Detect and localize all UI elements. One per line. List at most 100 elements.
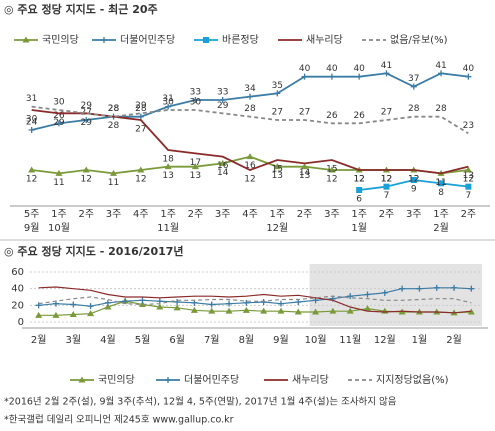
point xyxy=(301,73,308,80)
chart-title: ◎ 주요 정당 지지도 - 2016/2017년 xyxy=(4,244,184,258)
legend-label: 바른정당 xyxy=(222,34,259,46)
x-tick-label: 3주 xyxy=(106,209,122,220)
legend-label: 국민의당 xyxy=(42,34,79,46)
point xyxy=(410,177,417,183)
data-label: 28 xyxy=(435,104,447,114)
point xyxy=(246,153,254,160)
legend-marker xyxy=(165,377,171,383)
legend-label: 새누리당 xyxy=(292,374,329,386)
point xyxy=(243,299,250,306)
x-group-label: 9월 xyxy=(24,222,40,234)
point xyxy=(110,169,118,176)
point xyxy=(301,163,309,170)
point xyxy=(192,97,199,103)
point xyxy=(383,70,390,77)
legend-label: 새누리당 xyxy=(306,34,343,46)
data-label: 7 xyxy=(465,191,471,201)
x-tick-label: 4주 xyxy=(133,209,149,220)
highlight-region xyxy=(309,264,482,326)
data-label: 34 xyxy=(244,84,256,94)
data-label: 17 xyxy=(190,158,201,168)
point xyxy=(137,166,145,173)
legend-label: 지지정당없음(%) xyxy=(376,373,449,386)
legend-label: 국민의당 xyxy=(98,374,135,386)
data-label: 33 xyxy=(190,88,201,98)
point xyxy=(277,307,285,314)
data-label: 30 xyxy=(26,115,38,125)
x-tick-label: 9월 xyxy=(273,334,289,346)
x-tick-label: 3주 xyxy=(406,209,422,220)
x-tick-label: 1주 xyxy=(351,209,367,220)
point xyxy=(242,306,250,313)
data-label: 28 xyxy=(135,104,147,114)
x-tick-label: 3주 xyxy=(324,209,340,220)
data-label: 40 xyxy=(299,64,311,74)
data-label: 27 xyxy=(381,108,392,118)
data-label: 31 xyxy=(162,94,173,104)
data-label: 11 xyxy=(53,178,64,188)
legend-label: 더불어민주당 xyxy=(120,34,175,46)
data-label: 6 xyxy=(356,195,362,205)
point xyxy=(208,301,215,308)
point xyxy=(433,284,440,291)
y-tick-label: 0 xyxy=(18,317,24,328)
x-tick-label: 1주 xyxy=(270,209,286,220)
point xyxy=(277,300,284,307)
x-tick-label: 2주 xyxy=(461,209,477,220)
point xyxy=(28,166,36,173)
data-label: 12 xyxy=(326,175,337,185)
x-tick-label: 7월 xyxy=(204,334,220,346)
point xyxy=(55,169,63,176)
data-label: 11 xyxy=(108,178,119,188)
data-label: 30 xyxy=(162,98,174,108)
data-label: 16 xyxy=(217,161,229,171)
point xyxy=(312,308,320,315)
point xyxy=(82,166,90,173)
data-label: 40 xyxy=(353,64,365,74)
data-label: 27 xyxy=(135,125,146,135)
point xyxy=(410,83,417,90)
data-label: 8 xyxy=(438,188,444,198)
data-label: 12 xyxy=(408,175,419,185)
point xyxy=(247,93,253,100)
y-tick-label: 20 xyxy=(11,300,24,311)
point xyxy=(156,303,164,310)
point xyxy=(328,166,336,173)
x-group-label: 10월 xyxy=(48,222,70,234)
point xyxy=(464,166,472,173)
point xyxy=(381,289,388,296)
series-line xyxy=(31,105,469,135)
data-label: 29 xyxy=(81,101,93,111)
data-label: 24 xyxy=(26,118,38,128)
point xyxy=(294,308,302,315)
x-tick-label: 1주 xyxy=(51,209,67,220)
point xyxy=(438,70,445,77)
point xyxy=(165,103,172,110)
point xyxy=(190,306,198,313)
data-label: 37 xyxy=(408,74,419,84)
data-label: 28 xyxy=(108,104,120,114)
data-label: 13 xyxy=(272,171,283,181)
x-tick-label: 6월 xyxy=(169,334,185,346)
data-label: 35 xyxy=(272,81,283,91)
data-label: 31 xyxy=(26,94,37,104)
x-group-label: 1월 xyxy=(351,222,367,234)
point xyxy=(191,163,199,170)
data-label: 29 xyxy=(135,101,147,111)
point xyxy=(219,97,226,103)
data-label: 9 xyxy=(411,185,417,195)
data-label: 40 xyxy=(326,64,338,74)
footnote: *한국갤럽 데일리 오피니언 제245호 www.gallup.co.kr xyxy=(4,414,234,426)
data-label: 27 xyxy=(299,108,310,118)
point xyxy=(137,113,144,120)
data-label: 41 xyxy=(381,61,392,71)
legend-marker xyxy=(22,36,30,43)
data-label: 28 xyxy=(408,104,420,114)
data-label: 23 xyxy=(463,121,474,131)
x-tick-label: 1주 xyxy=(160,209,176,220)
point xyxy=(364,291,371,298)
data-label: 28 xyxy=(108,104,120,114)
data-label: 28 xyxy=(244,104,256,114)
x-tick-label: 11월 xyxy=(339,334,361,346)
